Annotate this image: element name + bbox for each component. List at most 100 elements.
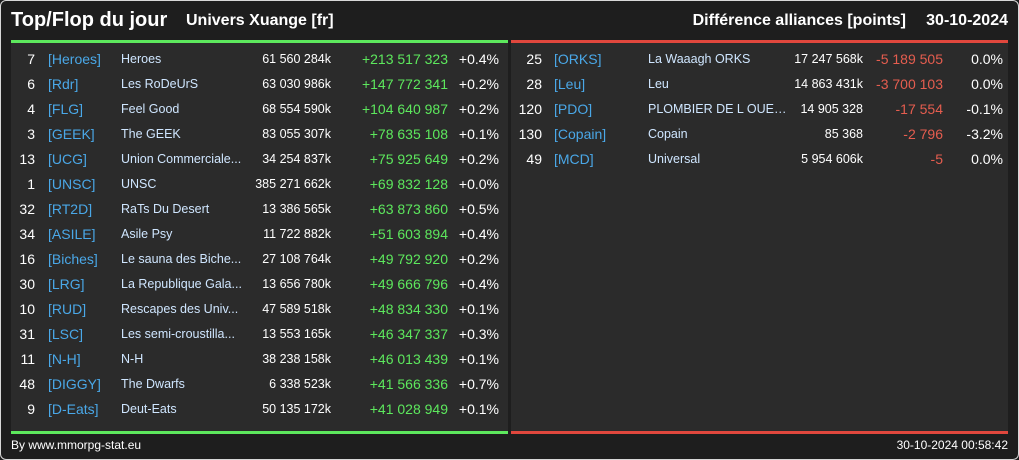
alliance-tag[interactable]: [PDO] bbox=[554, 101, 593, 117]
alliance-name: La Republique Gala... bbox=[121, 277, 242, 291]
alliance-tag[interactable]: [UNSC] bbox=[48, 176, 96, 192]
alliance-tag[interactable]: [LSC] bbox=[48, 326, 84, 342]
points-delta: -17 554 bbox=[895, 101, 943, 117]
alliance-row: 31 [LSC] Les semi-croustilla... 13 553 165k… bbox=[11, 322, 508, 347]
percent-change: 0.0% bbox=[971, 151, 1003, 167]
percent-change: +0.1% bbox=[458, 126, 499, 142]
alliance-name: Union Commerciale... bbox=[121, 152, 242, 166]
points-delta: +46 013 439 bbox=[369, 351, 448, 367]
alliance-tag[interactable]: [Copain] bbox=[554, 126, 607, 142]
alliance-tag[interactable]: [DIGGY] bbox=[48, 376, 101, 392]
alliance-tag[interactable]: [MCD] bbox=[554, 151, 594, 167]
alliance-points: 13 656 780k bbox=[262, 277, 331, 291]
alliance-tag[interactable]: [UCG] bbox=[48, 151, 87, 167]
percent-change: -3.2% bbox=[966, 126, 1003, 142]
percent-change: 0.0% bbox=[971, 51, 1003, 67]
alliance-row: 49 [MCD] Universal 5 954 606k -5 0.0% bbox=[511, 147, 1008, 172]
points-delta: +48 834 330 bbox=[369, 301, 448, 317]
alliance-tag[interactable]: [Leu] bbox=[554, 76, 586, 92]
alliance-name: RaTs Du Desert bbox=[121, 202, 210, 216]
header: Top/Flop du jour Univers Xuange [fr] Dif… bbox=[0, 0, 1019, 40]
alliance-tag[interactable]: [GEEK] bbox=[48, 126, 95, 142]
alliance-name: Les semi-croustilla... bbox=[121, 327, 235, 341]
alliance-row: 9 [D-Eats] Deut-Eats 50 135 172k +41 028 949… bbox=[11, 397, 508, 422]
percent-change: +0.3% bbox=[458, 326, 499, 342]
alliance-rank: 120 bbox=[518, 101, 542, 117]
percent-change: +0.4% bbox=[458, 226, 499, 242]
alliance-row: 13 [UCG] Union Commerciale... 34 254 837k +7… bbox=[11, 147, 508, 172]
alliance-tag[interactable]: [Heroes] bbox=[48, 51, 101, 67]
alliance-row: 28 [Leu] Leu 14 863 431k -3 700 103 0.0% bbox=[511, 72, 1008, 97]
alliance-tag[interactable]: [LRG] bbox=[48, 276, 85, 292]
alliance-rank: 3 bbox=[27, 126, 35, 142]
alliance-rank: 130 bbox=[518, 126, 542, 142]
alliance-name: The Dwarfs bbox=[121, 377, 185, 391]
alliance-row: 120 [PDO] PLOMBIER DE L OUEST 14 905 328 -17… bbox=[511, 97, 1008, 122]
alliance-name: Deut-Eats bbox=[121, 402, 177, 416]
alliance-name: Les RoDeUrS bbox=[121, 77, 199, 91]
percent-change: +0.2% bbox=[458, 101, 499, 117]
alliance-points: 5 954 606k bbox=[801, 152, 863, 166]
alliance-name: Heroes bbox=[121, 52, 162, 66]
alliance-rank: 13 bbox=[19, 151, 35, 167]
points-delta: +147 772 341 bbox=[361, 76, 448, 92]
alliance-row: 16 [Biches] Le sauna des Biche... 27 108 76… bbox=[11, 247, 508, 272]
alliance-row: 30 [LRG] La Republique Gala... 13 656 780k +… bbox=[11, 272, 508, 297]
percent-change: +0.1% bbox=[458, 401, 499, 417]
percent-change: +0.7% bbox=[458, 376, 499, 392]
alliance-tag[interactable]: [ORKS] bbox=[554, 51, 602, 67]
alliance-name: Universal bbox=[648, 152, 701, 166]
alliance-tag[interactable]: [RT2D] bbox=[48, 201, 93, 217]
percent-change: +0.0% bbox=[458, 176, 499, 192]
points-delta: -5 bbox=[930, 151, 943, 167]
alliance-rank: 10 bbox=[19, 301, 35, 317]
points-delta: +41 566 336 bbox=[369, 376, 448, 392]
alliance-rank: 34 bbox=[19, 226, 35, 242]
alliance-tag[interactable]: [FLG] bbox=[48, 101, 84, 117]
alliance-points: 38 238 158k bbox=[262, 352, 331, 366]
points-delta: -5 189 505 bbox=[876, 51, 943, 67]
points-delta: +75 925 649 bbox=[369, 151, 448, 167]
alliance-row: 11 [N-H] N-H 38 238 158k +46 013 439 +0.1% bbox=[11, 347, 508, 372]
alliance-tag[interactable]: [RUD] bbox=[48, 301, 87, 317]
percent-change: +0.1% bbox=[458, 351, 499, 367]
alliance-tag[interactable]: [ASILE] bbox=[48, 226, 96, 242]
alliance-points: 85 368 bbox=[824, 127, 863, 141]
alliance-rank: 49 bbox=[526, 151, 542, 167]
alliance-rank: 25 bbox=[526, 51, 542, 67]
alliance-row: 7 [Heroes] Heroes 61 560 284k +213 517 323 +0… bbox=[11, 47, 508, 72]
alliance-points: 11 722 882k bbox=[263, 227, 331, 241]
alliance-tag[interactable]: [Rdr] bbox=[48, 76, 79, 92]
alliance-row: 6 [Rdr] Les RoDeUrS 63 030 986k +147 772 341… bbox=[11, 72, 508, 97]
alliance-points: 68 554 590k bbox=[262, 102, 331, 116]
alliance-points: 83 055 307k bbox=[262, 127, 331, 141]
alliance-points: 13 386 565k bbox=[262, 202, 331, 216]
points-delta: +49 666 796 bbox=[369, 276, 448, 292]
alliance-rank: 1 bbox=[27, 176, 35, 192]
alliance-rank: 16 bbox=[19, 251, 35, 267]
alliance-name: Rescapes des Univ... bbox=[121, 302, 239, 316]
points-delta: +213 517 323 bbox=[361, 51, 448, 67]
percent-change: +0.4% bbox=[458, 276, 499, 292]
alliance-name: Copain bbox=[648, 127, 688, 141]
source-credit: By www.mmorpg-stat.eu bbox=[11, 438, 142, 452]
alliance-tag[interactable]: [D-Eats] bbox=[48, 401, 99, 417]
alliance-points: 17 247 568k bbox=[794, 52, 863, 66]
alliance-row: 3 [GEEK] The GEEK 83 055 307k +78 635 108 +0.… bbox=[11, 122, 508, 147]
alliance-points: 6 338 523k bbox=[269, 377, 331, 391]
alliance-name: Feel Good bbox=[121, 102, 180, 116]
alliance-rank: 7 bbox=[27, 51, 35, 67]
alliance-tag[interactable]: [Biches] bbox=[48, 251, 98, 267]
alliance-rank: 48 bbox=[19, 376, 35, 392]
alliance-row: 4 [FLG] Feel Good 68 554 590k +104 640 987 +0… bbox=[11, 97, 508, 122]
page-title: Top/Flop du jour bbox=[11, 9, 168, 31]
alliance-name: Leu bbox=[648, 77, 669, 91]
alliance-points: 63 030 986k bbox=[262, 77, 331, 91]
alliance-points: 14 863 431k bbox=[794, 77, 863, 91]
alliance-points: 385 271 662k bbox=[255, 177, 331, 191]
points-delta: +41 028 949 bbox=[369, 401, 448, 417]
alliance-rank: 9 bbox=[27, 401, 35, 417]
alliance-tag[interactable]: [N-H] bbox=[48, 351, 81, 367]
alliance-rank: 6 bbox=[27, 76, 35, 92]
alliance-points: 13 553 165k bbox=[262, 327, 331, 341]
